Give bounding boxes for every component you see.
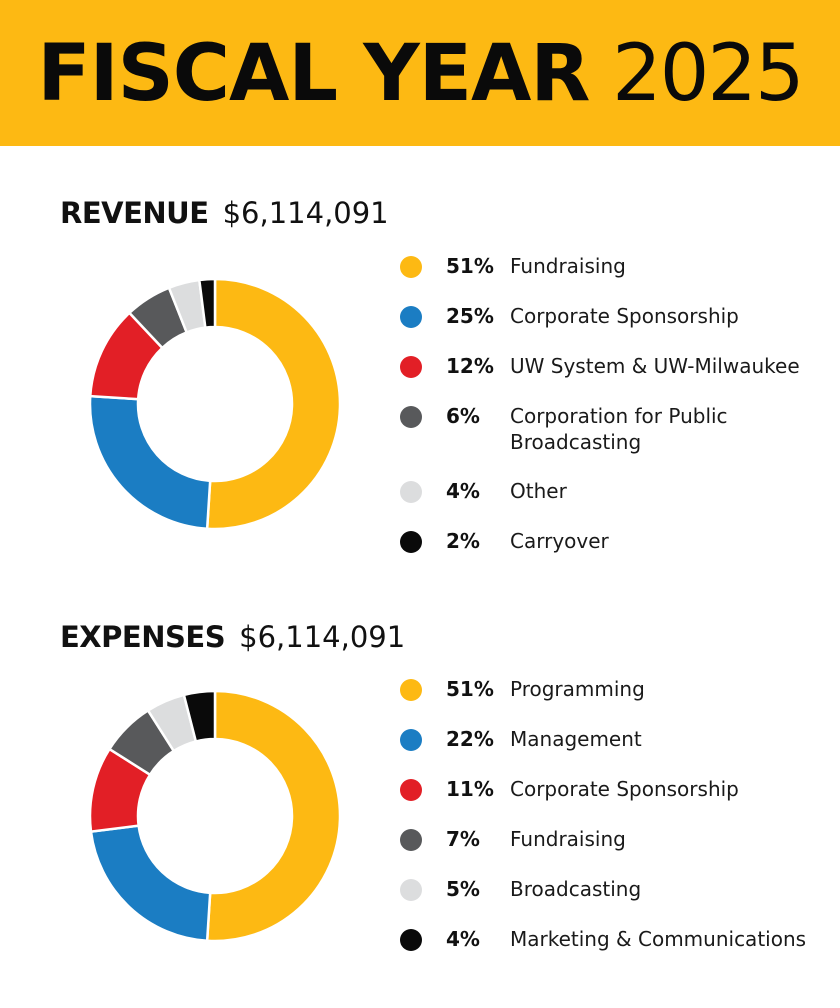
legend-swatch [400, 406, 422, 428]
legend-percent: 25% [446, 304, 494, 328]
expenses-donut-chart [88, 689, 342, 943]
donut-slice-corporate-sponsorship [88, 394, 212, 531]
legend-label: Management [510, 727, 642, 751]
legend-swatch [400, 481, 422, 503]
legend-swatch [400, 356, 422, 378]
legend-item-marketing-and-communications: 4% Marketing & Communications [400, 926, 830, 952]
legend-percent: 6% [446, 404, 480, 428]
legend-percent: 22% [446, 727, 494, 751]
legend-swatch [400, 929, 422, 951]
donut-slice-management [89, 824, 212, 943]
legend-percent: 12% [446, 354, 494, 378]
revenue-total: $6,114,091 [222, 196, 389, 230]
expenses-heading: EXPENSES $6,114,091 [60, 620, 405, 655]
legend-percent: 2% [446, 529, 480, 553]
legend-item-corporation-for-public-broadcasting: 6% Corporation for Public Broadcasting [400, 403, 735, 455]
legend-label: Programming [510, 677, 645, 701]
legend-swatch [400, 306, 422, 328]
page-title-year: 2025 [612, 28, 805, 119]
legend-swatch [400, 679, 422, 701]
legend-item-uw-system-and-uw-milwaukee: 12% UW System & UW-Milwaukee [400, 353, 830, 379]
legend-percent: 4% [446, 927, 480, 951]
title-banner: FISCAL YEAR 2025 [0, 0, 840, 146]
legend-swatch [400, 729, 422, 751]
page-title-bold: FISCAL YEAR [37, 28, 590, 119]
legend-label: Other [510, 479, 567, 503]
legend-item-programming: 51% Programming [400, 676, 830, 702]
legend-item-corporate-sponsorship: 25% Corporate Sponsorship [400, 303, 830, 329]
revenue-donut-chart [88, 277, 342, 531]
legend-percent: 4% [446, 479, 480, 503]
legend-item-fundraising: 7% Fundraising [400, 826, 830, 852]
page-title: FISCAL YEAR 2025 [37, 34, 804, 113]
legend-label: UW System & UW-Milwaukee [510, 354, 800, 378]
legend-item-management: 22% Management [400, 726, 830, 752]
legend-label: Corporate Sponsorship [510, 777, 739, 801]
legend-label: Fundraising [510, 827, 626, 851]
legend-swatch [400, 829, 422, 851]
revenue-heading: REVENUE $6,114,091 [60, 196, 389, 231]
donut-slice-programming [205, 689, 342, 943]
expenses-total: $6,114,091 [239, 620, 406, 654]
legend-item-carryover: 2% Carryover [400, 528, 830, 554]
legend-percent: 51% [446, 677, 494, 701]
legend-percent: 7% [446, 827, 480, 851]
expenses-title: EXPENSES [60, 620, 226, 654]
legend-label: Carryover [510, 529, 609, 553]
legend-swatch [400, 879, 422, 901]
donut-slice-marketing-and-communications [182, 689, 217, 743]
revenue-title: REVENUE [60, 196, 209, 230]
legend-item-broadcasting: 5% Broadcasting [400, 876, 830, 902]
legend-item-other: 4% Other [400, 478, 830, 504]
legend-percent: 51% [446, 254, 494, 278]
legend-percent: 11% [446, 777, 494, 801]
legend-label: Corporation for Public Broadcasting [510, 404, 728, 454]
donut-slice-fundraising [205, 277, 342, 531]
legend-label: Corporate Sponsorship [510, 304, 739, 328]
legend-label: Fundraising [510, 254, 626, 278]
legend-item-fundraising: 51% Fundraising [400, 253, 830, 279]
legend-label: Marketing & Communications [510, 927, 807, 951]
legend-item-corporate-sponsorship: 11% Corporate Sponsorship [400, 776, 830, 802]
legend-label: Broadcasting [510, 877, 642, 901]
donut-slice-carryover [198, 277, 217, 329]
legend-swatch [400, 779, 422, 801]
legend-swatch [400, 256, 422, 278]
legend-percent: 5% [446, 877, 480, 901]
legend-swatch [400, 531, 422, 553]
